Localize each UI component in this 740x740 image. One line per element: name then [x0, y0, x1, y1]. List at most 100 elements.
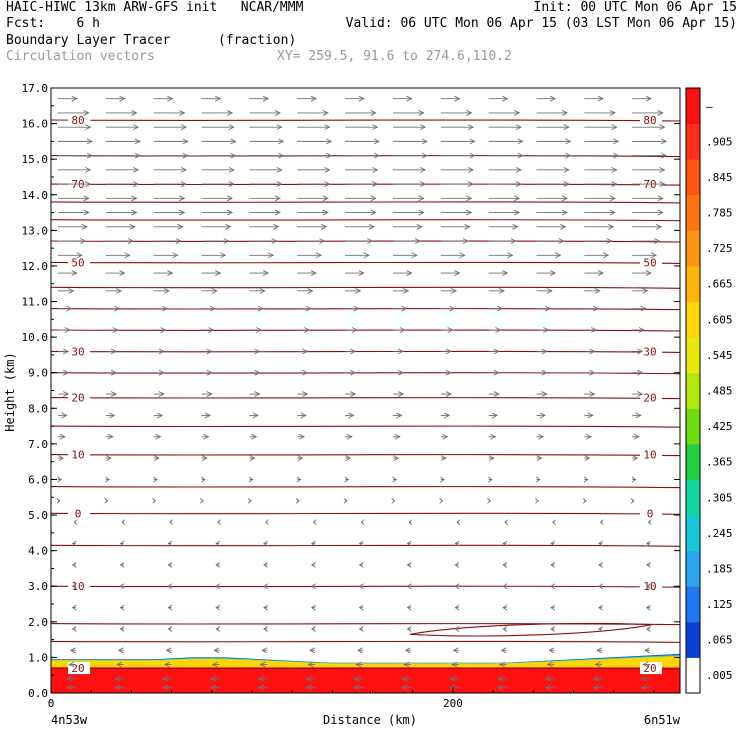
wind-vector-head: [257, 675, 265, 682]
wind-vector-head: [167, 626, 173, 632]
wind-vector-head: [497, 305, 504, 312]
wind-vector-head: [440, 476, 445, 483]
wind-vector-head: [654, 238, 661, 244]
contour-label: 0: [75, 507, 82, 520]
wind-vector-head: [85, 181, 92, 187]
wind-vector-head: [158, 369, 165, 376]
wind-vector-head: [162, 305, 169, 312]
wind-vector-head: [167, 604, 173, 611]
wind-vector-head: [278, 138, 285, 145]
wind-vector-head: [640, 675, 647, 682]
wind-vector-head: [370, 110, 377, 116]
wind-vector-head: [645, 95, 652, 102]
wind-vector-head: [254, 391, 261, 397]
wind-vector-head: [459, 252, 466, 259]
wind-vector-head: [215, 604, 221, 611]
wind-vector-head: [167, 270, 174, 276]
wind-vector-head: [548, 647, 555, 654]
wind-vector-head: [466, 110, 473, 116]
wind-vector-head: [535, 476, 541, 483]
wind-vector-head: [315, 252, 323, 259]
wind-vector-head: [71, 626, 77, 632]
wind-vector-head: [659, 124, 666, 131]
wind-vector-head: [73, 519, 78, 526]
wind-vector-head: [305, 305, 312, 312]
wind-vector-head: [645, 540, 651, 547]
wind-vector-head: [223, 238, 230, 244]
wind-vector-head: [488, 476, 493, 483]
contour-label: 20: [643, 392, 656, 405]
field-name: Boundary Layer Tracer: [6, 33, 171, 48]
contour-label: 80: [71, 114, 84, 127]
wind-vector-head: [86, 138, 94, 145]
wind-vector-head: [355, 287, 362, 294]
y-tick-label: 11.0: [22, 296, 49, 309]
wind-vector-head: [408, 519, 413, 526]
contour-label: 20: [643, 662, 656, 675]
wind-vector-head: [608, 223, 615, 230]
wind-vector-head: [346, 433, 353, 440]
wind-vector-head: [466, 209, 473, 216]
cross-section-endpoints: XY= 259.5, 91.6 to 274.6,110.2: [277, 49, 512, 64]
contour-label: 70: [71, 178, 84, 191]
wind-vector-head: [249, 455, 256, 462]
wind-vector-head: [152, 497, 157, 504]
wind-vector-head: [541, 348, 548, 355]
wind-vector-head: [324, 124, 331, 131]
wind-vector-head: [543, 327, 550, 333]
wind-vector-head: [311, 604, 316, 611]
wind-vector-head: [358, 626, 364, 632]
wind-vector-head: [490, 433, 497, 440]
wind-vector-head: [226, 209, 234, 216]
wind-vector-head: [310, 95, 317, 102]
colorbar-label: .725: [706, 242, 733, 255]
colorbar-label: .785: [706, 207, 733, 220]
wind-vector-head: [414, 238, 422, 244]
wind-vector-head: [635, 412, 642, 419]
contour-line: [51, 585, 680, 588]
wind-vector-head: [561, 195, 569, 202]
wind-vector-head: [406, 95, 413, 102]
wind-vector-head: [370, 195, 377, 202]
wind-vector-head: [302, 391, 309, 397]
wind-vector-head: [539, 412, 546, 419]
wind-vector-head: [311, 626, 316, 632]
wind-vector-head: [220, 252, 227, 259]
y-tick-label: 8.0: [28, 402, 48, 415]
wind-vector-head: [372, 181, 379, 187]
wind-vector-head: [510, 238, 517, 244]
wind-vector-head: [598, 540, 603, 547]
wind-vector-head: [367, 238, 374, 244]
wind-vector-head: [62, 369, 70, 376]
wind-vector-head: [403, 287, 410, 294]
y-axis-label: Height (km): [3, 352, 17, 431]
wind-vector-head: [563, 124, 570, 131]
contour-line: [51, 425, 680, 428]
wind-vector-head: [358, 604, 364, 611]
wind-vector-head: [106, 455, 112, 462]
wind-vector-head: [79, 238, 87, 244]
wind-vector-head: [357, 647, 363, 654]
wind-vector-head: [544, 684, 552, 691]
wind-vector-head: [642, 661, 649, 668]
wind-vector-head: [274, 195, 281, 202]
wind-vector-head: [399, 327, 406, 333]
wind-vector-head: [213, 647, 220, 654]
wind-vector-head: [598, 583, 603, 590]
wind-vector-head: [262, 95, 270, 102]
wind-vector-head: [345, 455, 352, 462]
wind-vector-head: [348, 412, 355, 419]
wind-vector-head: [491, 412, 499, 419]
contour-label-bg: [640, 256, 662, 269]
wind-vector-head: [647, 519, 652, 526]
colorbar-label: .665: [706, 278, 733, 291]
wind-vector-head: [326, 138, 333, 145]
wind-vector-head: [350, 369, 357, 376]
y-tick-label: 12.0: [22, 260, 49, 273]
wind-vector-head: [324, 181, 331, 187]
contour-label: 50: [71, 256, 84, 269]
wind-vector-head: [502, 626, 508, 632]
wind-vector-head: [114, 305, 121, 312]
contour-label: 20: [71, 392, 84, 405]
wind-vector-head: [591, 327, 598, 333]
